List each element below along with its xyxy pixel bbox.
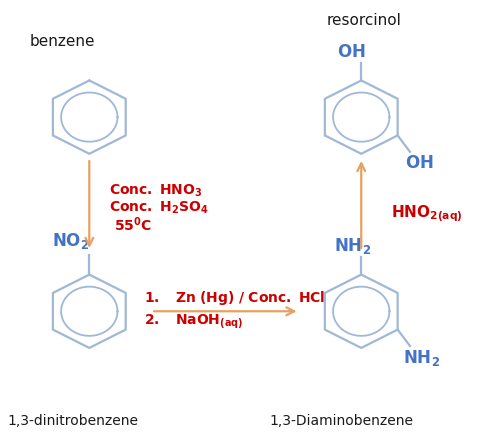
Text: 1,3-dinitrobenzene: 1,3-dinitrobenzene xyxy=(8,414,138,428)
Text: 1,3-Diaminobenzene: 1,3-Diaminobenzene xyxy=(270,414,414,428)
Text: $\mathbf{OH}$: $\mathbf{OH}$ xyxy=(336,43,365,61)
Text: $\mathbf{HNO_{2(aq)}}$: $\mathbf{HNO_{2(aq)}}$ xyxy=(391,204,462,225)
Text: $\mathbf{Conc.\ H_2SO_4}$: $\mathbf{Conc.\ H_2SO_4}$ xyxy=(109,200,208,216)
Text: resorcinol: resorcinol xyxy=(326,13,402,28)
Text: $\mathbf{1.\ \ \ Zn\ (Hg)\ /\ Conc.\ HCl}$: $\mathbf{1.\ \ \ Zn\ (Hg)\ /\ Conc.\ HCl… xyxy=(144,289,325,307)
Text: $\mathbf{NH_2}$: $\mathbf{NH_2}$ xyxy=(334,236,371,256)
Text: $\mathbf{55^0C}$: $\mathbf{55^0C}$ xyxy=(114,216,152,234)
Text: $\mathbf{NO_2}$: $\mathbf{NO_2}$ xyxy=(52,231,90,251)
Text: $\mathbf{NH_2}$: $\mathbf{NH_2}$ xyxy=(402,348,440,368)
Text: $\mathbf{OH}$: $\mathbf{OH}$ xyxy=(405,153,434,172)
Text: $\mathbf{Conc.\ HNO_3}$: $\mathbf{Conc.\ HNO_3}$ xyxy=(109,182,202,199)
Text: benzene: benzene xyxy=(30,34,96,49)
Text: $\mathbf{2.\ \ \ NaOH_{(aq)}}$: $\mathbf{2.\ \ \ NaOH_{(aq)}}$ xyxy=(144,313,243,331)
